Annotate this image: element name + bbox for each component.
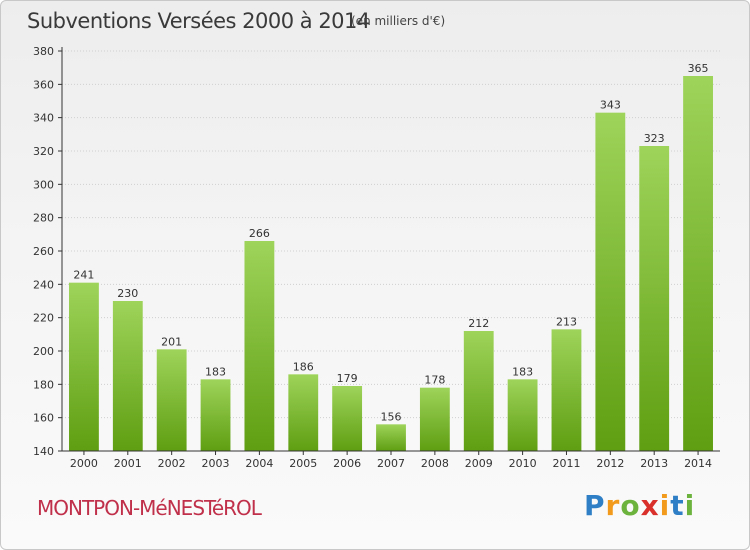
x-tick-label: 2012: [596, 457, 624, 470]
y-tick-label: 280: [33, 212, 54, 225]
chart-title: Subventions Versées 2000 à 2014: [27, 9, 370, 33]
x-tick-label: 2000: [70, 457, 98, 470]
chart-subtitle: (en milliers d'€): [351, 14, 446, 28]
bar: [112, 301, 143, 451]
bar: [595, 112, 626, 452]
logo-letter: i: [659, 489, 671, 522]
y-tick-label: 360: [33, 78, 54, 91]
logo-letter: o: [620, 489, 641, 522]
y-tick-label: 320: [33, 145, 54, 158]
x-tick-label: 2010: [509, 457, 537, 470]
logo-letter: x: [640, 489, 660, 522]
data-label: 183: [205, 365, 226, 378]
data-label: 241: [73, 269, 94, 282]
y-tick-label: 260: [33, 245, 54, 258]
bar: [463, 331, 494, 451]
x-tick-label: 2001: [114, 457, 142, 470]
proxiti-logo[interactable]: Proxiti: [584, 489, 695, 522]
x-tick-label: 2009: [465, 457, 493, 470]
data-label: 343: [600, 99, 621, 112]
data-label: 323: [644, 132, 665, 145]
y-tick-label: 340: [33, 112, 54, 125]
bar: [69, 282, 99, 451]
x-tick-label: 2005: [289, 457, 317, 470]
data-label: 213: [556, 315, 577, 328]
bar: [200, 379, 231, 451]
bar: [288, 374, 319, 451]
data-label: 183: [512, 365, 533, 378]
data-label: 179: [337, 372, 358, 385]
logo-letter: t: [670, 489, 685, 522]
data-label: 201: [161, 335, 182, 348]
bar: [419, 387, 450, 451]
y-tick-label: 200: [33, 345, 54, 358]
y-tick-label: 220: [33, 312, 54, 325]
data-label: 230: [117, 287, 138, 300]
bar: [244, 241, 275, 451]
x-tick-label: 2011: [552, 457, 580, 470]
x-tick-label: 2006: [333, 457, 361, 470]
bar: [683, 76, 713, 451]
commune-name: MONTPON-MéNESTéROL: [37, 496, 262, 520]
y-tick-label: 140: [33, 445, 54, 458]
x-tick-label: 2013: [640, 457, 668, 470]
data-label: 178: [424, 374, 445, 387]
y-tick-label: 180: [33, 378, 54, 391]
x-tick-label: 2008: [421, 457, 449, 470]
y-tick-label: 160: [33, 412, 54, 425]
bar: [376, 424, 406, 451]
bar: [156, 349, 187, 451]
y-tick-label: 380: [33, 45, 54, 58]
data-label: 212: [468, 317, 489, 330]
logo-letter: i: [684, 489, 696, 522]
logo-letter: P: [584, 489, 606, 522]
x-tick-label: 2003: [202, 457, 230, 470]
bar: [332, 386, 363, 451]
data-label: 186: [293, 360, 314, 373]
x-tick-label: 2004: [245, 457, 273, 470]
data-label: 266: [249, 227, 270, 240]
bar: [507, 379, 538, 451]
bar: [551, 329, 582, 451]
data-label: 365: [688, 62, 709, 75]
x-tick-label: 2007: [377, 457, 405, 470]
y-tick-label: 300: [33, 178, 54, 191]
x-tick-label: 2002: [158, 457, 186, 470]
data-label: 156: [381, 410, 402, 423]
bar: [639, 146, 670, 451]
x-tick-label: 2014: [684, 457, 712, 470]
logo-letter: r: [605, 489, 621, 522]
y-tick-label: 240: [33, 278, 54, 291]
